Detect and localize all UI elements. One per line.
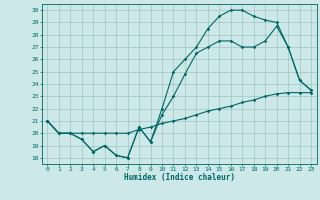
X-axis label: Humidex (Indice chaleur): Humidex (Indice chaleur): [124, 173, 235, 182]
